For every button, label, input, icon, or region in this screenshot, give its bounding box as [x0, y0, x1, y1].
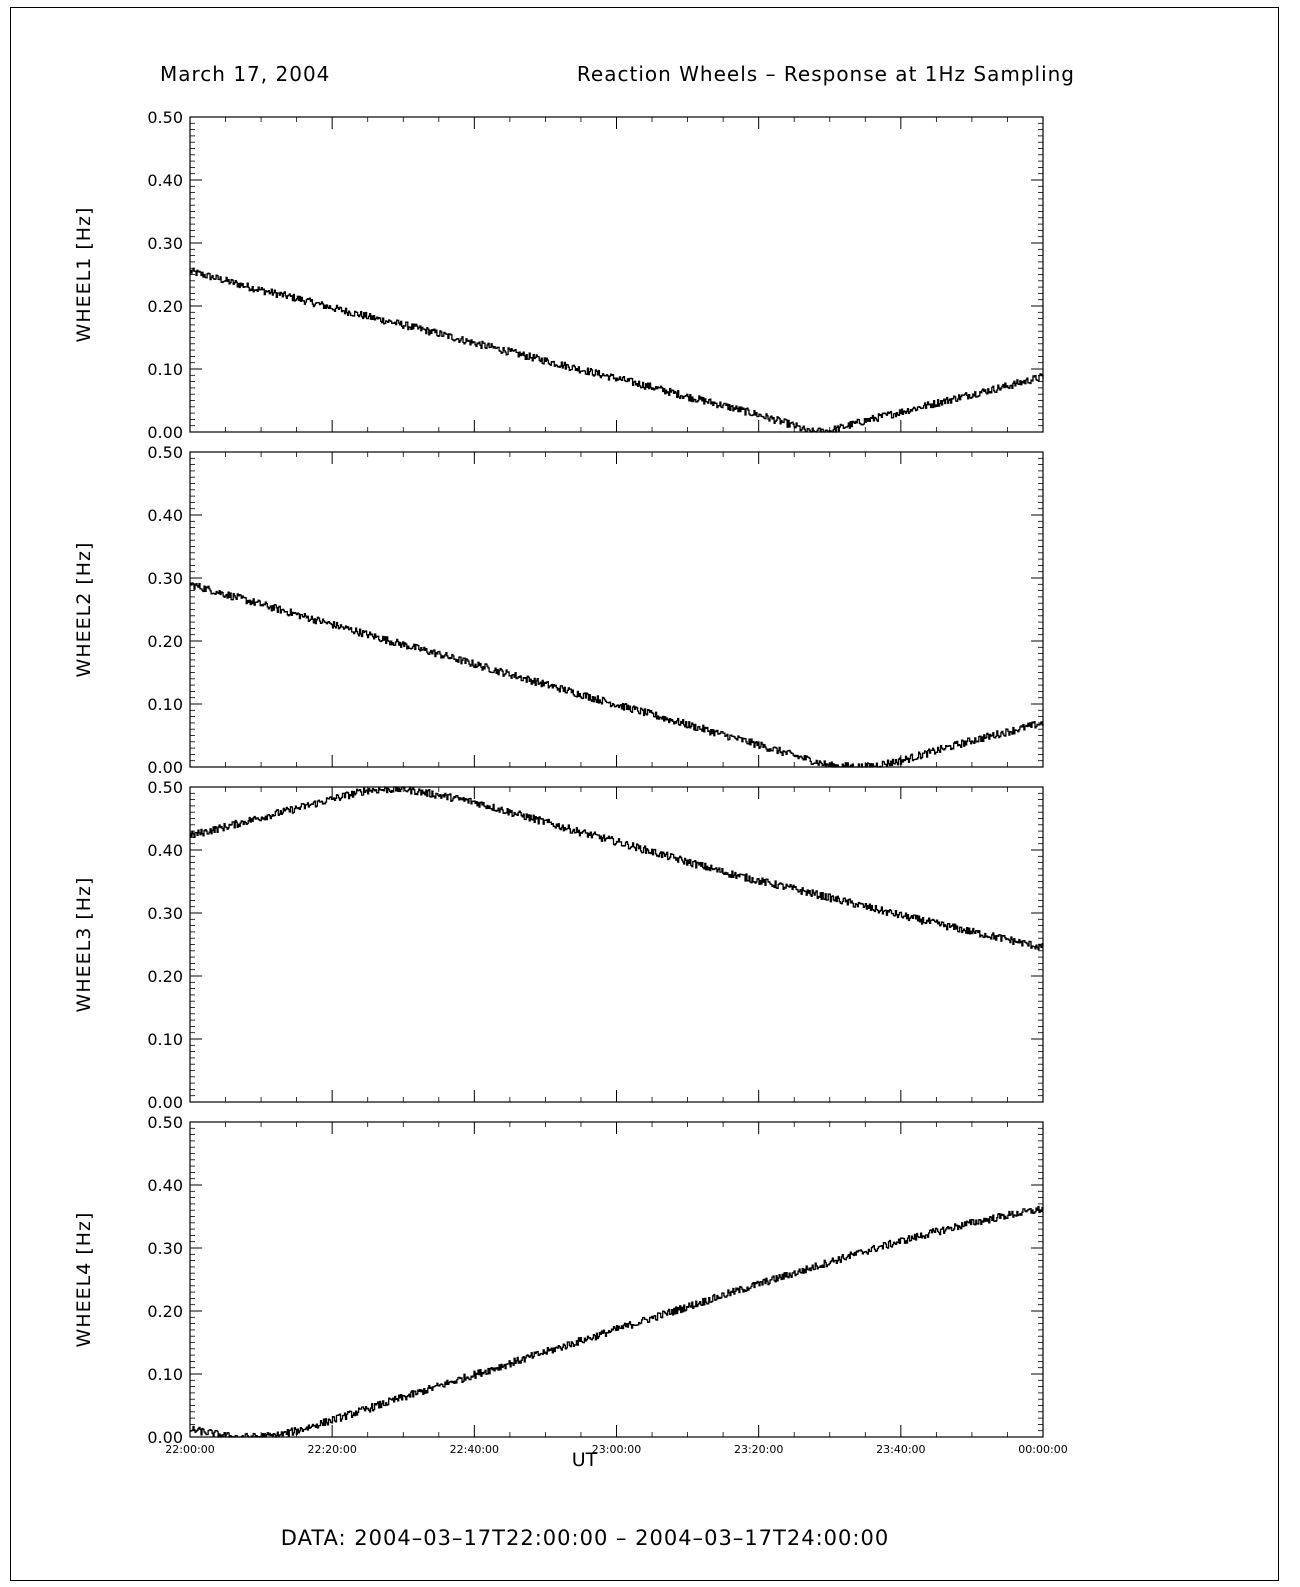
plot-frame — [189, 786, 1044, 1103]
x-tick-label: 22:20:00 — [307, 1443, 356, 1456]
y-tick-label: 0.50 — [147, 443, 183, 462]
wheel-series-line — [190, 1205, 1044, 1438]
y-tick-label: 0.10 — [147, 1365, 183, 1384]
plot-frame — [189, 1121, 1044, 1438]
wheel-series-line — [190, 582, 1044, 768]
plot-frame — [189, 116, 1044, 433]
plot-frame — [189, 451, 1044, 768]
y-tick-label: 0.30 — [147, 1239, 183, 1258]
wheel1-panel: 0.00 0.10 0.20 0.30 0.40 0.50 WHEEL1 [Hz] — [73, 108, 1044, 442]
header-date: March 17, 2004 — [160, 62, 331, 86]
y-tick-label: 0.10 — [147, 360, 183, 379]
y-tick-label: 0.30 — [147, 234, 183, 253]
wheel-series-line — [190, 267, 1044, 433]
y-tick-label: 0.20 — [147, 967, 183, 986]
y-tick-label: 0.40 — [147, 1176, 183, 1195]
y-axis-title: WHEEL3 [Hz] — [73, 877, 95, 1013]
y-tick-label: 0.50 — [147, 778, 183, 797]
y-tick-label: 0.20 — [147, 297, 183, 316]
page-frame — [10, 7, 1279, 1581]
y-axis-title: WHEEL4 [Hz] — [73, 1212, 95, 1348]
x-tick-label: 22:40:00 — [450, 1443, 499, 1456]
wheel2-panel: 0.00 0.10 0.20 0.30 0.40 0.50 WHEEL2 [Hz] — [73, 443, 1044, 777]
y-tick-label: 0.00 — [147, 1093, 183, 1112]
wheel4-panel: 0.00 0.10 0.20 0.30 0.40 0.50 WHEEL4 [Hz] 22:00… — [73, 1113, 1068, 1471]
wheel3-panel: 0.00 0.10 0.20 0.30 0.40 0.50 WHEEL3 [Hz] — [73, 778, 1044, 1112]
y-axis-title: WHEEL1 [Hz] — [73, 207, 95, 343]
y-tick-label: 0.00 — [147, 1428, 183, 1447]
y-tick-label: 0.40 — [147, 506, 183, 525]
header-title: Reaction Wheels – Response at 1Hz Sampli… — [576, 62, 1075, 86]
y-tick-label: 0.10 — [147, 695, 183, 714]
data-range-footer: DATA: 2004–03–17T22:00:00 – 2004–03–17T2… — [280, 1526, 890, 1550]
y-tick-label: 0.30 — [147, 904, 183, 923]
y-axis-title: WHEEL2 [Hz] — [73, 542, 95, 678]
y-tick-label: 0.00 — [147, 758, 183, 777]
x-tick-label: 22:00:00 — [165, 1443, 214, 1456]
x-axis-title: UT — [572, 1449, 598, 1471]
y-tick-label: 0.20 — [147, 632, 183, 651]
x-tick-label: 23:00:00 — [592, 1443, 641, 1456]
y-tick-label: 0.10 — [147, 1030, 183, 1049]
y-tick-label: 0.50 — [147, 108, 183, 127]
y-tick-label: 0.20 — [147, 1302, 183, 1321]
x-tick-label: 23:40:00 — [876, 1443, 925, 1456]
y-tick-label: 0.30 — [147, 569, 183, 588]
y-tick-label: 0.40 — [147, 171, 183, 190]
y-tick-label: 0.50 — [147, 1113, 183, 1132]
wheel-series-line — [190, 786, 1044, 951]
y-tick-label: 0.00 — [147, 423, 183, 442]
x-tick-label: 00:00:00 — [1018, 1443, 1067, 1456]
y-tick-label: 0.40 — [147, 841, 183, 860]
x-tick-label: 23:20:00 — [734, 1443, 783, 1456]
